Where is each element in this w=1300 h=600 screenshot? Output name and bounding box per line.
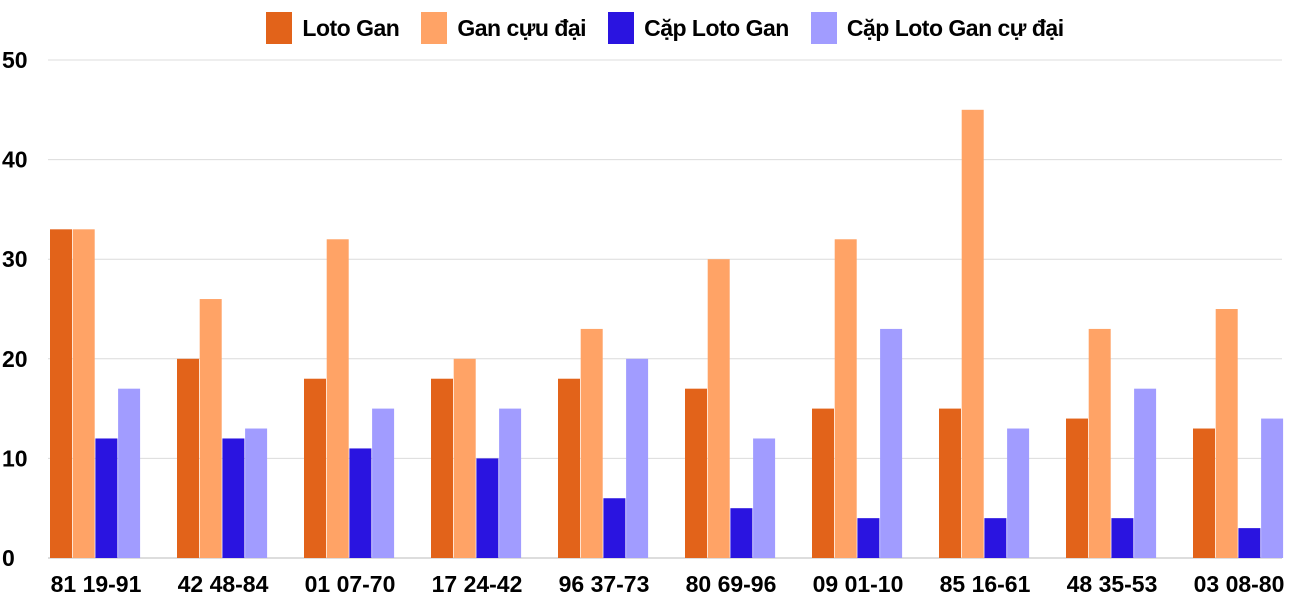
bar xyxy=(199,299,222,558)
bar xyxy=(1088,328,1111,558)
bar xyxy=(499,408,522,558)
x-tick-label: 03 08-80 xyxy=(1194,571,1285,597)
bar xyxy=(730,508,753,558)
bar xyxy=(1215,309,1238,558)
legend-swatch xyxy=(421,12,448,44)
legend-item[interactable]: Loto Gan xyxy=(266,12,400,44)
bar xyxy=(453,358,476,558)
x-tick-label: 80 69-96 xyxy=(686,571,777,597)
x-tick-label: 01 07-70 xyxy=(305,571,396,597)
bar xyxy=(1111,518,1134,558)
x-tick-label: 17 24-42 xyxy=(432,571,523,597)
legend-label: Cặp Loto Gan cự đại xyxy=(846,14,1064,41)
bar xyxy=(857,518,880,558)
y-tick-label: 30 xyxy=(2,246,28,272)
bar xyxy=(304,378,326,558)
legend-label: Loto Gan xyxy=(302,14,400,41)
legend-item[interactable]: Gan cựu đại xyxy=(421,12,587,44)
bar xyxy=(880,328,903,558)
bar xyxy=(707,259,730,558)
bar xyxy=(1193,428,1215,558)
bar xyxy=(372,408,395,558)
legend-item[interactable]: Cặp Loto Gan cự đại xyxy=(810,12,1064,44)
y-tick-label: 0 xyxy=(2,545,15,571)
legend-swatch xyxy=(266,12,293,44)
bar xyxy=(961,109,984,559)
bar xyxy=(812,408,834,558)
bar xyxy=(558,378,580,558)
x-tick-label: 09 01-10 xyxy=(813,571,904,597)
bar xyxy=(1261,418,1284,558)
bar xyxy=(245,428,268,558)
y-tick-label: 10 xyxy=(2,445,28,471)
bar xyxy=(984,518,1007,558)
legend: Loto Gan Gan cựu đại Cặp Loto Gan Cặp Loto … xyxy=(0,12,1300,44)
bar xyxy=(580,328,603,558)
x-tick-label: 85 16-61 xyxy=(940,571,1031,597)
bar xyxy=(939,408,961,558)
bar xyxy=(753,438,776,558)
bar xyxy=(177,358,199,558)
bar xyxy=(50,229,72,558)
legend-label: Cặp Loto Gan xyxy=(644,14,789,41)
x-tick-label: 42 48-84 xyxy=(178,571,269,597)
y-tick-label: 50 xyxy=(2,47,28,73)
legend-swatch xyxy=(608,12,635,44)
bar xyxy=(476,458,499,558)
legend-label: Gan cựu đại xyxy=(457,14,587,41)
x-tick-label: 81 19-91 xyxy=(51,571,142,597)
bar xyxy=(1238,528,1261,558)
bar xyxy=(1134,388,1157,558)
legend-swatch xyxy=(810,12,837,44)
bar xyxy=(685,388,707,558)
bar xyxy=(326,239,349,558)
bar xyxy=(222,438,245,558)
y-tick-label: 40 xyxy=(2,147,28,173)
bar xyxy=(431,378,453,558)
bar xyxy=(834,239,857,558)
bar xyxy=(349,448,372,558)
bar xyxy=(95,438,118,558)
bar xyxy=(603,498,626,558)
bar xyxy=(72,229,95,558)
bar xyxy=(1066,418,1088,558)
x-tick-label: 48 35-53 xyxy=(1067,571,1158,597)
y-tick-label: 20 xyxy=(2,346,28,372)
legend-item[interactable]: Cặp Loto Gan xyxy=(608,12,789,44)
bar xyxy=(626,358,649,558)
bar xyxy=(118,388,141,558)
x-tick-label: 96 37-73 xyxy=(559,571,650,597)
bar xyxy=(1007,428,1030,558)
